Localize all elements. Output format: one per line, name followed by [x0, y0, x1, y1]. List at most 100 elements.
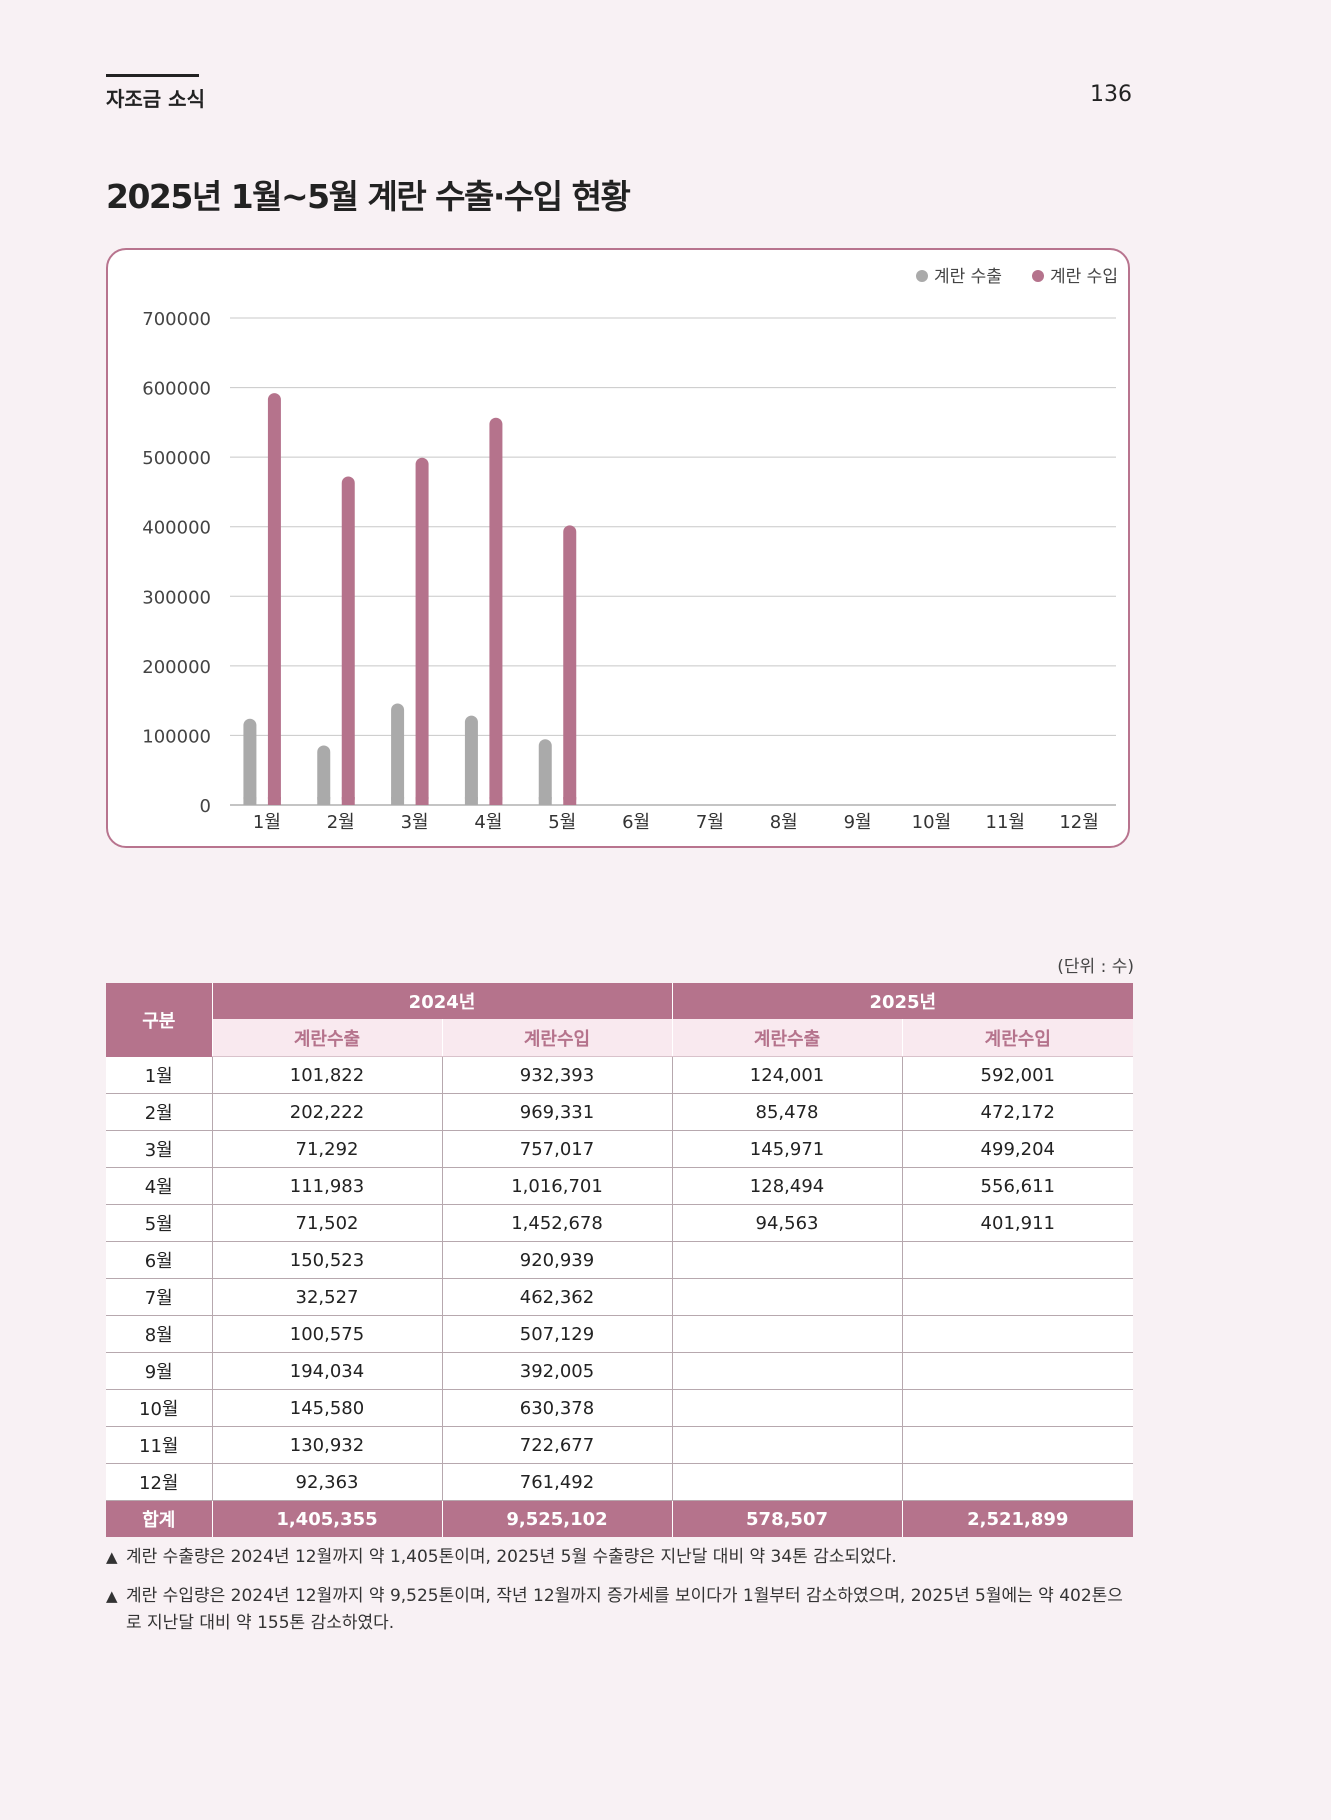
row-label: 10월: [106, 1389, 212, 1427]
triangle-icon: ▲: [106, 1548, 118, 1566]
table-cell: 71,502: [211, 1204, 442, 1242]
row-label: 12월: [106, 1463, 212, 1501]
note-item: ▲ 계란 수출량은 2024년 12월까지 약 1,405톤이며, 2025년 …: [106, 1544, 1136, 1571]
triangle-icon: ▲: [106, 1587, 118, 1605]
chart-container: 700000 600000 500000 400000 300000 200000 1000…: [106, 248, 1130, 848]
table-row: 5월 71,502 1,452,678 94,563 401,911: [106, 1204, 1134, 1242]
x-tick-label: 10월: [912, 812, 951, 833]
table-cell: [671, 1241, 903, 1279]
year-header-2025: 2025년: [671, 983, 1134, 1019]
row-label: 7월: [106, 1278, 212, 1316]
table-cell: [671, 1463, 903, 1501]
bar-import: [563, 525, 577, 805]
y-tick-label: 700000: [142, 309, 211, 330]
total-label: 합계: [106, 1500, 212, 1537]
unit-note: (단위 : 수): [1057, 957, 1134, 977]
table-row: 1월 101,822 932,393 124,001 592,001: [106, 1056, 1134, 1094]
total-cell: 1,405,355: [211, 1500, 442, 1537]
total-row: 합계 1,405,355 9,525,102 578,507 2,521,899: [106, 1500, 1134, 1537]
table-cell: 932,393: [441, 1056, 673, 1094]
y-tick-label: 400000: [142, 518, 211, 539]
table-row: 11월 130,932 722,677: [106, 1426, 1134, 1464]
x-tick-label: 8월: [770, 812, 798, 833]
table-cell: [901, 1241, 1134, 1279]
table-cell: 71,292: [211, 1130, 442, 1168]
table-row: 3월 71,292 757,017 145,971 499,204: [106, 1130, 1134, 1168]
x-tick-label: 4월: [474, 812, 502, 833]
y-tick-label: 500000: [142, 448, 211, 469]
table-cell: [671, 1352, 903, 1390]
page-number: 136: [1090, 82, 1132, 107]
table-cell: [901, 1463, 1134, 1501]
note-item: ▲ 계란 수입량은 2024년 12월까지 약 9,525톤이며, 작년 12월…: [106, 1583, 1136, 1637]
table-cell: 392,005: [441, 1352, 673, 1390]
row-label: 5월: [106, 1204, 212, 1242]
table-row: 4월 111,983 1,016,701 128,494 556,611: [106, 1167, 1134, 1205]
bar-chart: 700000 600000 500000 400000 300000 200000 1000…: [142, 267, 1118, 833]
bar-base: [538, 797, 552, 805]
x-tick-label: 6월: [622, 812, 650, 833]
bar-export: [538, 739, 552, 805]
table-cell: [901, 1315, 1134, 1353]
header-rule: [106, 74, 199, 77]
year-header-2024: 2024년: [211, 983, 673, 1019]
table-cell: 462,362: [441, 1278, 673, 1316]
table-cell: 499,204: [901, 1130, 1134, 1168]
table-cell: 101,822: [211, 1056, 442, 1094]
table-cell: [901, 1389, 1134, 1427]
y-tick-label: 0: [200, 796, 211, 817]
x-tick-label: 2월: [327, 812, 355, 833]
y-tick-label: 600000: [142, 379, 211, 400]
row-label: 11월: [106, 1426, 212, 1464]
bar-base: [464, 797, 478, 805]
bar-base: [243, 797, 257, 805]
bar-import: [267, 393, 281, 805]
bar-base: [415, 797, 429, 805]
bar-base: [489, 797, 503, 805]
x-tick-label: 12월: [1059, 812, 1098, 833]
table-row: 6월 150,523 920,939: [106, 1241, 1134, 1279]
table-cell: 202,222: [211, 1093, 442, 1131]
table-cell: 150,523: [211, 1241, 442, 1279]
bar-base: [563, 797, 577, 805]
bar-import: [489, 417, 503, 805]
bar-base: [267, 797, 281, 805]
table-cell: [901, 1278, 1134, 1316]
sub-header: 계란수출: [671, 1019, 903, 1057]
table-cell: 32,527: [211, 1278, 442, 1316]
table-cell: 124,001: [671, 1056, 903, 1094]
table-cell: 722,677: [441, 1426, 673, 1464]
legend-swatch-import: [1032, 270, 1044, 282]
bar-base: [317, 797, 331, 805]
table-cell: 145,580: [211, 1389, 442, 1427]
table-cell: 592,001: [901, 1056, 1134, 1094]
y-tick-label: 300000: [142, 587, 211, 608]
legend-label: 계란 수입: [1050, 267, 1118, 287]
table-cell: 969,331: [441, 1093, 673, 1131]
x-tick-label: 7월: [696, 812, 724, 833]
x-tick-label: 1월: [253, 812, 281, 833]
bar-export: [243, 718, 257, 805]
table-cell: 100,575: [211, 1315, 442, 1353]
table-row: 2월 202,222 969,331 85,478 472,172: [106, 1093, 1134, 1131]
legend-label: 계란 수출: [934, 267, 1002, 287]
table-row: 7월 32,527 462,362: [106, 1278, 1134, 1316]
total-cell: 2,521,899: [901, 1500, 1134, 1537]
table-cell: [901, 1352, 1134, 1390]
table-row: 10월 145,580 630,378: [106, 1389, 1134, 1427]
bar-export: [464, 715, 478, 805]
row-label: 4월: [106, 1167, 212, 1205]
table-cell: 1,452,678: [441, 1204, 673, 1242]
table-cell: 111,983: [211, 1167, 442, 1205]
sub-header: 계란수입: [901, 1019, 1134, 1057]
table-row: 12월 92,363 761,492: [106, 1463, 1134, 1501]
bar-export: [391, 703, 405, 805]
bar-base: [341, 797, 355, 805]
y-tick-label: 100000: [142, 726, 211, 747]
table-cell: 92,363: [211, 1463, 442, 1501]
total-cell: 578,507: [671, 1500, 903, 1537]
bar-import: [415, 457, 429, 805]
total-cell: 9,525,102: [441, 1500, 673, 1537]
table-cell: 556,611: [901, 1167, 1134, 1205]
row-label: 3월: [106, 1130, 212, 1168]
